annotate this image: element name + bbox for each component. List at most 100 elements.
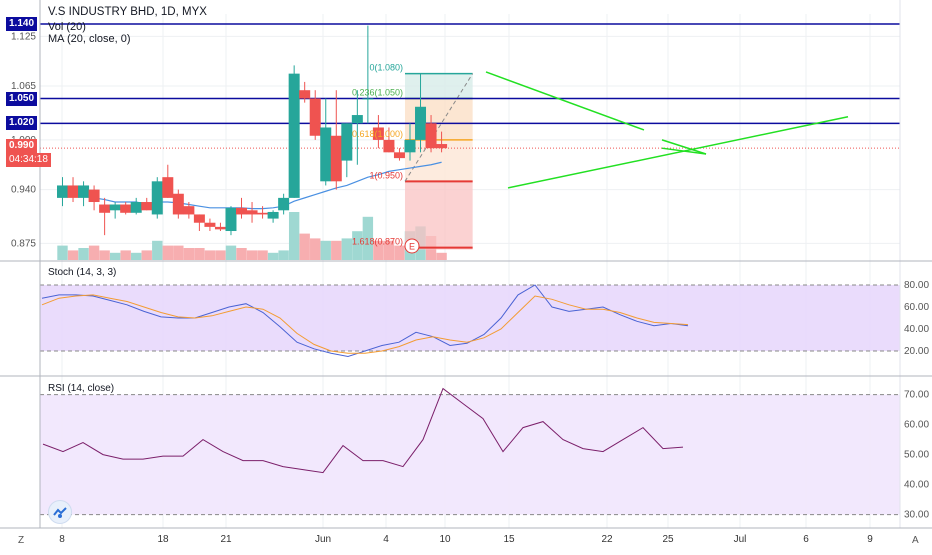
rsi-tick-label: 50.00 <box>904 450 929 461</box>
volume-bar <box>194 248 205 260</box>
countdown-badge: 04:34:18 <box>6 153 51 167</box>
candle <box>120 202 132 215</box>
candle-body <box>278 197 290 211</box>
ma-indicator-label[interactable]: MA (20, close, 0) <box>48 33 131 45</box>
candle <box>351 90 363 165</box>
candle-body <box>193 214 205 223</box>
rsi-tick-label: 70.00 <box>904 390 929 401</box>
symbol-title[interactable]: V.S INDUSTRY BHD, 1D, MYX <box>48 6 207 18</box>
volume-bar <box>310 238 321 260</box>
volume-bar <box>331 240 342 260</box>
trendline-down <box>485 71 645 131</box>
candle-body <box>425 123 437 149</box>
candle <box>278 193 290 215</box>
stoch-tick-label: 80.00 <box>904 280 929 291</box>
candle <box>141 197 153 211</box>
candle <box>57 177 68 207</box>
volume-indicator-label[interactable]: Vol (20) <box>48 21 86 33</box>
candle-body <box>141 202 153 211</box>
auto-scale-toggle[interactable]: A <box>912 535 919 546</box>
candle-body <box>330 135 342 182</box>
stoch-tick-label: 40.00 <box>904 324 929 335</box>
time-tick-label: 8 <box>59 534 65 545</box>
fibonacci-labels: 0(1.080) 0.236(1.050) 0.618(1.000) 1(0.950)… <box>352 63 420 254</box>
candle <box>330 90 342 190</box>
volume-bar <box>141 250 152 260</box>
time-tick-label: 18 <box>157 534 169 545</box>
candle-body <box>214 226 226 230</box>
stoch-d-line <box>41 294 689 354</box>
candle <box>299 81 311 103</box>
volume-bar <box>67 250 79 260</box>
candle <box>320 98 332 186</box>
rsi-tick-label: 40.00 <box>904 480 929 491</box>
stoch-label[interactable]: Stoch (14, 3, 3) <box>48 267 117 278</box>
volume-bar <box>288 212 300 260</box>
stoch-k-line <box>41 284 689 358</box>
zoom-toggle[interactable]: Z <box>18 535 25 546</box>
candle <box>130 197 142 215</box>
candle-body <box>299 90 311 99</box>
volume-bar <box>362 216 374 260</box>
candle <box>78 181 90 207</box>
time-tick-label: 6 <box>803 534 809 545</box>
candle <box>67 177 79 203</box>
candle-body <box>67 185 79 198</box>
volume-bar <box>257 250 268 260</box>
candle-body <box>78 185 90 198</box>
fibonacci-retracement <box>404 72 474 250</box>
volume-bar <box>120 250 131 260</box>
candle <box>288 65 300 198</box>
candle <box>88 185 100 211</box>
candle-body <box>246 210 258 215</box>
stoch-tick-label: 20.00 <box>904 346 929 357</box>
candle-body <box>415 106 427 140</box>
trendline-up <box>507 115 849 189</box>
price-badge-1020: 1.020 <box>6 116 38 130</box>
rsi-label[interactable]: RSI (14, close) <box>48 383 115 394</box>
time-tick-label: 9 <box>867 534 873 545</box>
price-tick-label: 0.940 <box>11 185 36 196</box>
time-tick-label: Jun <box>315 534 331 545</box>
volume-bar <box>131 252 142 260</box>
time-tick-label: 21 <box>220 534 232 545</box>
candle-body <box>109 204 121 211</box>
candle <box>436 131 448 153</box>
earnings-marker-label: E <box>409 242 415 252</box>
fib-level-label: 0(1.080) <box>369 63 403 73</box>
fib-diagonal <box>404 73 474 182</box>
candle <box>393 148 405 161</box>
candle-body <box>99 204 111 213</box>
candle-body <box>57 185 68 198</box>
volume-bar <box>373 240 384 260</box>
time-tick-label: 4 <box>383 534 389 545</box>
rsi-tick-label: 30.00 <box>904 510 929 521</box>
candle-body <box>236 207 248 215</box>
time-tick-label: 10 <box>439 534 451 545</box>
volume-bar <box>236 248 247 260</box>
volume-bar <box>267 252 279 260</box>
fib-zone-top <box>404 73 473 99</box>
stoch-tick-label: 60.00 <box>904 302 929 313</box>
tradingview-logo-icon[interactable] <box>48 500 72 524</box>
candle <box>383 127 395 153</box>
candle <box>183 202 195 219</box>
candle <box>372 115 384 149</box>
rsi-tick-label: 60.00 <box>904 420 929 431</box>
last-price-badge: 0.990 <box>6 139 38 153</box>
candle <box>246 202 258 223</box>
candle <box>225 206 237 236</box>
earnings-marker-icon <box>404 238 420 254</box>
fib-level-label: 0.236(1.050) <box>352 87 403 97</box>
volume-bar <box>109 252 121 260</box>
rsi-band <box>40 394 900 515</box>
volume-bar <box>215 250 226 260</box>
price-badge-1050: 1.050 <box>6 92 38 106</box>
candle <box>415 73 427 153</box>
volume-bar <box>436 252 447 260</box>
candle-body <box>372 127 384 140</box>
candle-body <box>225 207 237 232</box>
candle <box>309 90 321 140</box>
